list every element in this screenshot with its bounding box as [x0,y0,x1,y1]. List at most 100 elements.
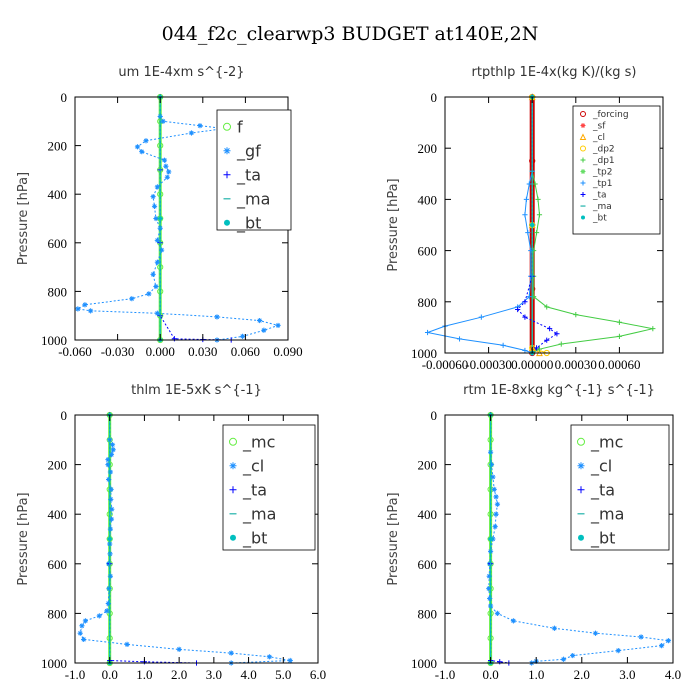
data-point [107,526,114,532]
legend-marker [580,169,586,175]
data-point [161,157,168,163]
legend-label: _bt [592,214,607,224]
data-point [665,638,672,644]
legend-label: _ma [242,504,276,524]
x-tick-label: 4.0 [240,667,256,682]
data-point [526,294,532,300]
x-tick-label: 3.0 [206,667,222,682]
data-point [275,322,281,329]
data-point [616,333,622,339]
panel-title: rtm 1E-8xkg kg^{-1} s^{-1} [463,383,655,398]
data-point [560,656,567,662]
legend-label: _forcing [592,110,629,120]
legend-marker [580,180,586,186]
y-tick-label: 600 [418,557,438,572]
data-point [104,608,110,614]
data-point [257,317,263,324]
data-point [110,447,116,453]
data-point [558,341,564,347]
series-line [76,116,280,341]
data-point [171,336,177,342]
y-axis-title: Pressure [hPa] [386,492,401,585]
y-tick-label: 200 [48,458,68,473]
data-point [124,641,130,647]
legend-label: _ta [236,165,261,185]
x-tick-label: 0.060 [231,344,260,359]
data-point [487,595,493,602]
legend-label: _ma [590,504,624,524]
legend-box [222,424,316,551]
data-point [536,346,543,352]
legend-marker [229,462,237,470]
y-tick-label: 0 [431,408,438,423]
x-tick-label: 2.0 [574,667,590,682]
data-point [659,643,665,649]
data-point [154,259,160,265]
data-point [96,613,102,619]
data-point [129,296,135,302]
data-point [522,314,528,320]
x-tick-label: 0.00060 [598,357,640,372]
legend-label: _bt [590,528,615,548]
data-point [493,494,499,500]
data-point [164,174,170,180]
data-point [493,511,499,517]
data-point [551,625,558,631]
legend-marker [577,486,585,494]
data-point [488,536,493,542]
panel-rtm: rtm 1E-8xkg kg^{-1} s^{-1} Pressure [hPa]… [386,383,681,682]
x-tick-label: -0.00030 [465,357,512,372]
legend-box [570,424,670,551]
series-tp1 [424,94,535,356]
data-point [491,486,497,492]
panel-thlm: thlm 1E-5xK s^{-1} Pressure [hPa] -1.0 0.0 1… [16,383,326,682]
data-point [533,345,540,351]
legend-marker [580,192,586,198]
legend-label: _ta [590,480,615,500]
legend-label: _bt [242,528,267,548]
legend-marker [581,215,585,220]
y-tick-label: 200 [418,458,438,473]
data-point [615,648,621,654]
y-tick-label: 0 [61,90,68,105]
x-tick-label: 1.0 [528,667,544,682]
legend-label: _gf [236,141,261,161]
data-point [154,184,160,190]
figure-title: 044_f2c_clearwp3 BUDGET at140E,2N [162,23,539,45]
x-tick-label: 0.090 [273,344,302,359]
data-point [176,646,182,652]
y-tick-label: 800 [48,284,68,299]
data-point [522,347,528,354]
data-point [522,212,528,218]
series-line [488,452,670,664]
series-line [109,415,197,664]
x-tick-label: 0.00000 [511,357,553,372]
data-point [650,326,656,332]
legend-marker [223,147,231,155]
data-point [82,618,89,624]
panel-um: um 1E-4xm s^{-2} Pressure [hPa] -0.060 -0.0… [16,65,303,359]
data-point [287,657,293,664]
legend-label: _dp1 [592,156,615,166]
data-point [88,308,94,314]
y-tick-label: 0 [61,408,68,423]
data-point [160,118,166,124]
data-point [108,452,115,458]
data-point [510,618,516,624]
legend-label: _sf [592,122,606,132]
data-point [547,326,553,332]
legend-label: _ma [592,202,612,212]
data-point [573,312,579,318]
x-tick-label: 2.0 [171,667,187,682]
legend-label: _cl [242,456,264,476]
y-tick-label: 1000 [41,333,67,348]
legend-marker [580,123,586,129]
y-tick-label: 1000 [411,656,437,671]
legend-label: f [237,117,243,136]
data-point [494,501,501,507]
x-tick-label: 3.0 [619,667,635,682]
legend-marker [578,534,584,541]
data-point [108,496,114,502]
data-point [109,506,115,512]
data-point [261,327,267,333]
